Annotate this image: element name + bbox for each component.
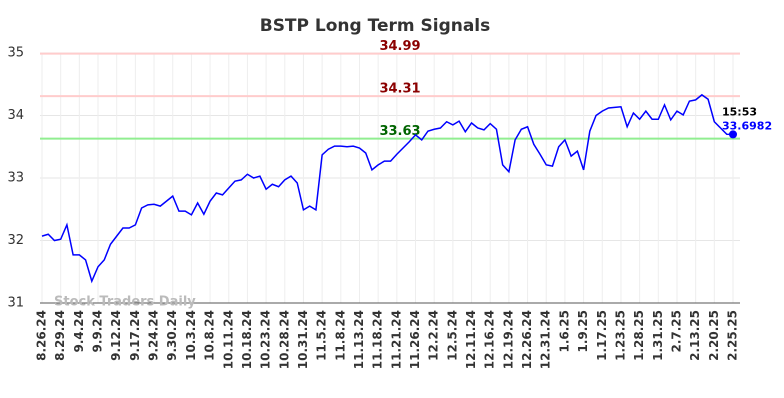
- x-tick-label: 11.21.24: [389, 310, 403, 369]
- x-tick-label: 11.18.24: [371, 310, 385, 369]
- last-value-label: 33.6982: [722, 119, 772, 132]
- x-tick-label: 11.5.24: [315, 310, 329, 361]
- x-tick-label: 8.29.24: [53, 310, 67, 361]
- y-tick-label: 34: [7, 108, 24, 123]
- x-tick-label: 2.20.25: [707, 310, 721, 361]
- x-tick-label: 10.28.24: [277, 310, 291, 369]
- x-tick-label: 12.26.24: [520, 310, 534, 369]
- x-tick-label: 12.19.24: [501, 310, 515, 369]
- x-tick-label: 9.9.24: [91, 310, 105, 353]
- x-tick-label: 10.3.24: [184, 310, 198, 361]
- y-tick-label: 33: [7, 171, 24, 186]
- x-tick-label: 10.23.24: [259, 310, 273, 369]
- x-tick-label: 1.17.25: [595, 310, 609, 361]
- x-tick-label: 12.2.24: [427, 310, 441, 361]
- last-point: [729, 130, 737, 139]
- reference-label: 33.63: [379, 124, 420, 139]
- x-tick-label: 12.11.24: [464, 310, 478, 369]
- x-tick-label: 9.12.24: [109, 310, 123, 361]
- y-tick-label: 32: [7, 233, 24, 248]
- x-tick-label: 2.13.25: [688, 310, 702, 361]
- x-tick-label: 1.6.25: [557, 310, 571, 353]
- x-tick-label: 2.25.25: [726, 310, 740, 361]
- x-tick-label: 9.24.24: [147, 310, 161, 361]
- y-tick-label: 35: [7, 46, 24, 61]
- x-tick-label: 1.23.25: [613, 310, 627, 361]
- x-tick-label: 10.31.24: [296, 310, 310, 369]
- reference-label: 34.99: [379, 39, 420, 54]
- x-tick-label: 1.9.25: [576, 310, 590, 353]
- x-tick-label: 11.8.24: [333, 310, 347, 361]
- chart-title: BSTP Long Term Signals: [260, 16, 491, 36]
- x-tick-label: 1.31.25: [651, 310, 665, 361]
- x-tick-label: 10.18.24: [240, 310, 254, 369]
- x-tick-label: 11.26.24: [408, 310, 422, 369]
- x-tick-label: 1.28.25: [632, 310, 646, 361]
- x-tick-label: 12.5.24: [445, 310, 459, 361]
- x-tick-label: 8.26.24: [35, 310, 49, 361]
- x-tick-label: 10.8.24: [203, 310, 217, 361]
- x-tick-label: 9.4.24: [72, 310, 86, 353]
- x-tick-label: 2.7.25: [669, 310, 683, 353]
- time-label: 15:53: [722, 105, 757, 118]
- x-tick-label: 10.11.24: [221, 310, 235, 369]
- x-tick-label: 12.16.24: [483, 310, 497, 369]
- x-tick-label: 12.31.24: [539, 310, 553, 369]
- x-tick-label: 9.30.24: [165, 310, 179, 361]
- line-series: [41, 93, 734, 284]
- reference-label: 34.31: [379, 82, 420, 97]
- y-tick-label: 31: [7, 296, 24, 311]
- x-tick-label: 9.17.24: [128, 310, 142, 361]
- x-tick-label: 11.13.24: [352, 310, 366, 369]
- watermark: Stock Traders Daily: [54, 295, 196, 310]
